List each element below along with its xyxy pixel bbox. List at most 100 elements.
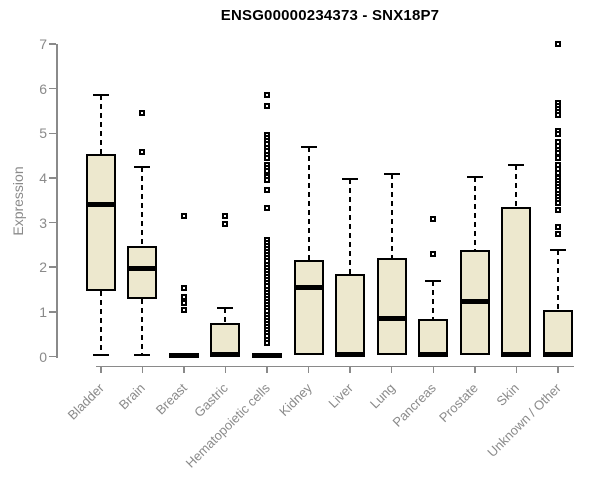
x-tick-mark xyxy=(307,365,310,373)
x-tick-mark xyxy=(266,365,268,373)
whisker-lower-bladder xyxy=(99,291,102,356)
box-bladder xyxy=(85,154,116,292)
whisker-upper-bladder xyxy=(99,95,102,155)
x-tick-mark xyxy=(515,365,518,373)
y-tick-label: 4 xyxy=(39,169,47,186)
outlier-point-unknown-other xyxy=(554,224,561,230)
whisker-cap-upper-kidney xyxy=(300,145,317,148)
median-prostate xyxy=(459,298,490,304)
whisker-cap-upper-gastric xyxy=(217,306,234,309)
y-tick-label: 0 xyxy=(39,348,47,365)
x-tick-mark xyxy=(224,365,227,373)
median-kidney xyxy=(293,284,324,290)
y-tick-mark xyxy=(49,221,56,224)
outlier-point-breast xyxy=(180,299,187,306)
whisker-cap-lower-bladder xyxy=(92,354,109,357)
x-tick-mark xyxy=(390,365,393,373)
box-pancreas xyxy=(418,319,449,356)
median-gastric xyxy=(210,351,241,357)
median-hematopoietic-cells xyxy=(252,352,283,358)
whisker-upper-lung xyxy=(390,174,393,259)
chart-title: ENSG00000234373 - SNX18P7 xyxy=(220,7,440,24)
outlier-point-brain xyxy=(139,149,146,156)
y-tick-mark xyxy=(49,132,56,134)
box-kidney xyxy=(293,260,324,355)
whisker-cap-upper-lung xyxy=(383,173,400,176)
whisker-lower-brain xyxy=(141,299,144,356)
x-tick-mark xyxy=(557,365,559,373)
whisker-cap-upper-skin xyxy=(508,164,525,167)
x-tick-mark xyxy=(474,365,476,373)
outlier-point-brain xyxy=(139,110,146,117)
whisker-upper-kidney xyxy=(307,146,310,261)
whisker-cap-upper-bladder xyxy=(92,94,109,97)
median-liver xyxy=(335,351,366,357)
y-axis-line xyxy=(56,44,58,358)
whisker-cap-upper-prostate xyxy=(466,175,483,178)
whisker-upper-pancreas xyxy=(432,280,435,320)
y-tick-mark xyxy=(49,177,56,179)
whisker-cap-upper-brain xyxy=(134,166,151,169)
x-tick-mark xyxy=(349,365,351,373)
y-tick-mark xyxy=(49,87,56,90)
median-lung xyxy=(376,316,407,322)
whisker-cap-lower-brain xyxy=(134,354,151,357)
outlier-point-hematopoietic-cells xyxy=(264,92,271,99)
outlier-point-hematopoietic-cells xyxy=(264,186,271,193)
whisker-cap-upper-liver xyxy=(342,177,359,180)
y-tick-mark xyxy=(49,266,56,268)
outlier-point-hematopoietic-cells xyxy=(264,339,271,346)
outlier-point-gastric xyxy=(222,220,229,227)
whisker-upper-prostate xyxy=(473,176,476,251)
box-skin xyxy=(501,206,532,356)
y-tick-mark xyxy=(49,355,56,358)
y-tick-label: 2 xyxy=(39,259,47,276)
outlier-point-breast xyxy=(180,212,187,219)
outlier-point-breast xyxy=(180,293,187,300)
box-brain xyxy=(127,246,158,300)
y-tick-label: 7 xyxy=(39,35,47,52)
y-tick-label: 6 xyxy=(39,80,47,97)
x-tick-mark xyxy=(100,365,102,373)
outlier-point-unknown-other xyxy=(554,112,561,119)
x-tick-mark xyxy=(141,365,144,373)
outlier-point-hematopoietic-cells xyxy=(264,205,271,212)
whisker-upper-brain xyxy=(141,167,144,247)
y-axis-label: Expression xyxy=(10,166,26,236)
x-tick-mark xyxy=(432,365,435,373)
y-tick-label: 5 xyxy=(39,125,47,142)
whisker-cap-upper-unknown-other xyxy=(549,249,566,252)
median-bladder xyxy=(85,201,116,207)
outlier-point-breast xyxy=(180,285,187,292)
y-tick-mark xyxy=(49,311,56,313)
median-brain xyxy=(127,265,158,271)
outlier-point-pancreas xyxy=(430,250,437,257)
median-breast xyxy=(168,352,199,358)
outlier-point-hematopoietic-cells xyxy=(264,154,271,161)
y-tick-label: 3 xyxy=(39,214,47,231)
whisker-cap-upper-pancreas xyxy=(425,279,442,282)
x-tick-mark xyxy=(183,365,185,373)
outlier-point-pancreas xyxy=(430,215,437,222)
outlier-point-unknown-other xyxy=(554,154,561,161)
outlier-point-breast xyxy=(180,306,187,313)
whisker-upper-gastric xyxy=(224,307,227,323)
outlier-point-gastric xyxy=(222,212,229,219)
outlier-point-unknown-other xyxy=(554,131,561,138)
whisker-upper-liver xyxy=(349,178,352,275)
box-lung xyxy=(376,258,407,355)
median-pancreas xyxy=(418,351,449,357)
outlier-point-unknown-other xyxy=(554,207,561,214)
median-unknown-other xyxy=(542,351,573,357)
outlier-point-unknown-other xyxy=(554,199,561,206)
median-skin xyxy=(501,351,532,357)
y-tick-label: 1 xyxy=(39,303,47,320)
outlier-point-hematopoietic-cells xyxy=(264,103,271,110)
outlier-point-unknown-other xyxy=(554,231,561,238)
whisker-upper-unknown-other xyxy=(556,250,559,310)
outlier-point-hematopoietic-cells xyxy=(264,168,271,175)
x-axis-line xyxy=(96,365,574,367)
outlier-point-unknown-other xyxy=(554,40,561,47)
box-liver xyxy=(335,274,366,356)
